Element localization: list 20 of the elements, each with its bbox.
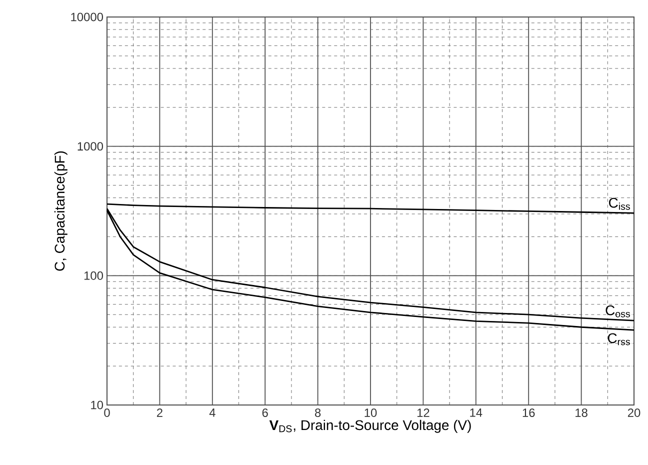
- x-tick-label: 18: [576, 408, 588, 417]
- y-tick-label: 10000: [71, 12, 104, 22]
- x-tick-label: 16: [522, 408, 535, 417]
- x-tick-label: 14: [470, 408, 482, 417]
- x-tick-label: 0: [104, 408, 110, 417]
- x-tick-label: 12: [417, 408, 430, 417]
- x-tick-label: 20: [628, 408, 640, 417]
- x-axis-title: V$_{DS}$, Drain-to-Source Voltage (V): [269, 420, 471, 433]
- series-label: C$_{iss}$: [609, 198, 630, 210]
- x-tick-label: 2: [156, 408, 162, 417]
- x-tick-label: 6: [262, 408, 268, 417]
- x-tick-label: 10: [364, 408, 377, 417]
- series-label: C$_{oss}$: [606, 305, 630, 318]
- y-tick-label: 1000: [78, 142, 104, 151]
- x-tick-label: 8: [314, 408, 321, 417]
- y-tick-label: 100: [84, 271, 104, 280]
- y-axis-title: C, Capacitance(pF): [54, 151, 68, 271]
- series-label: C$_{rss}$: [608, 333, 630, 346]
- x-tick-label: 4: [209, 408, 216, 417]
- y-tick-label: 10: [91, 400, 104, 410]
